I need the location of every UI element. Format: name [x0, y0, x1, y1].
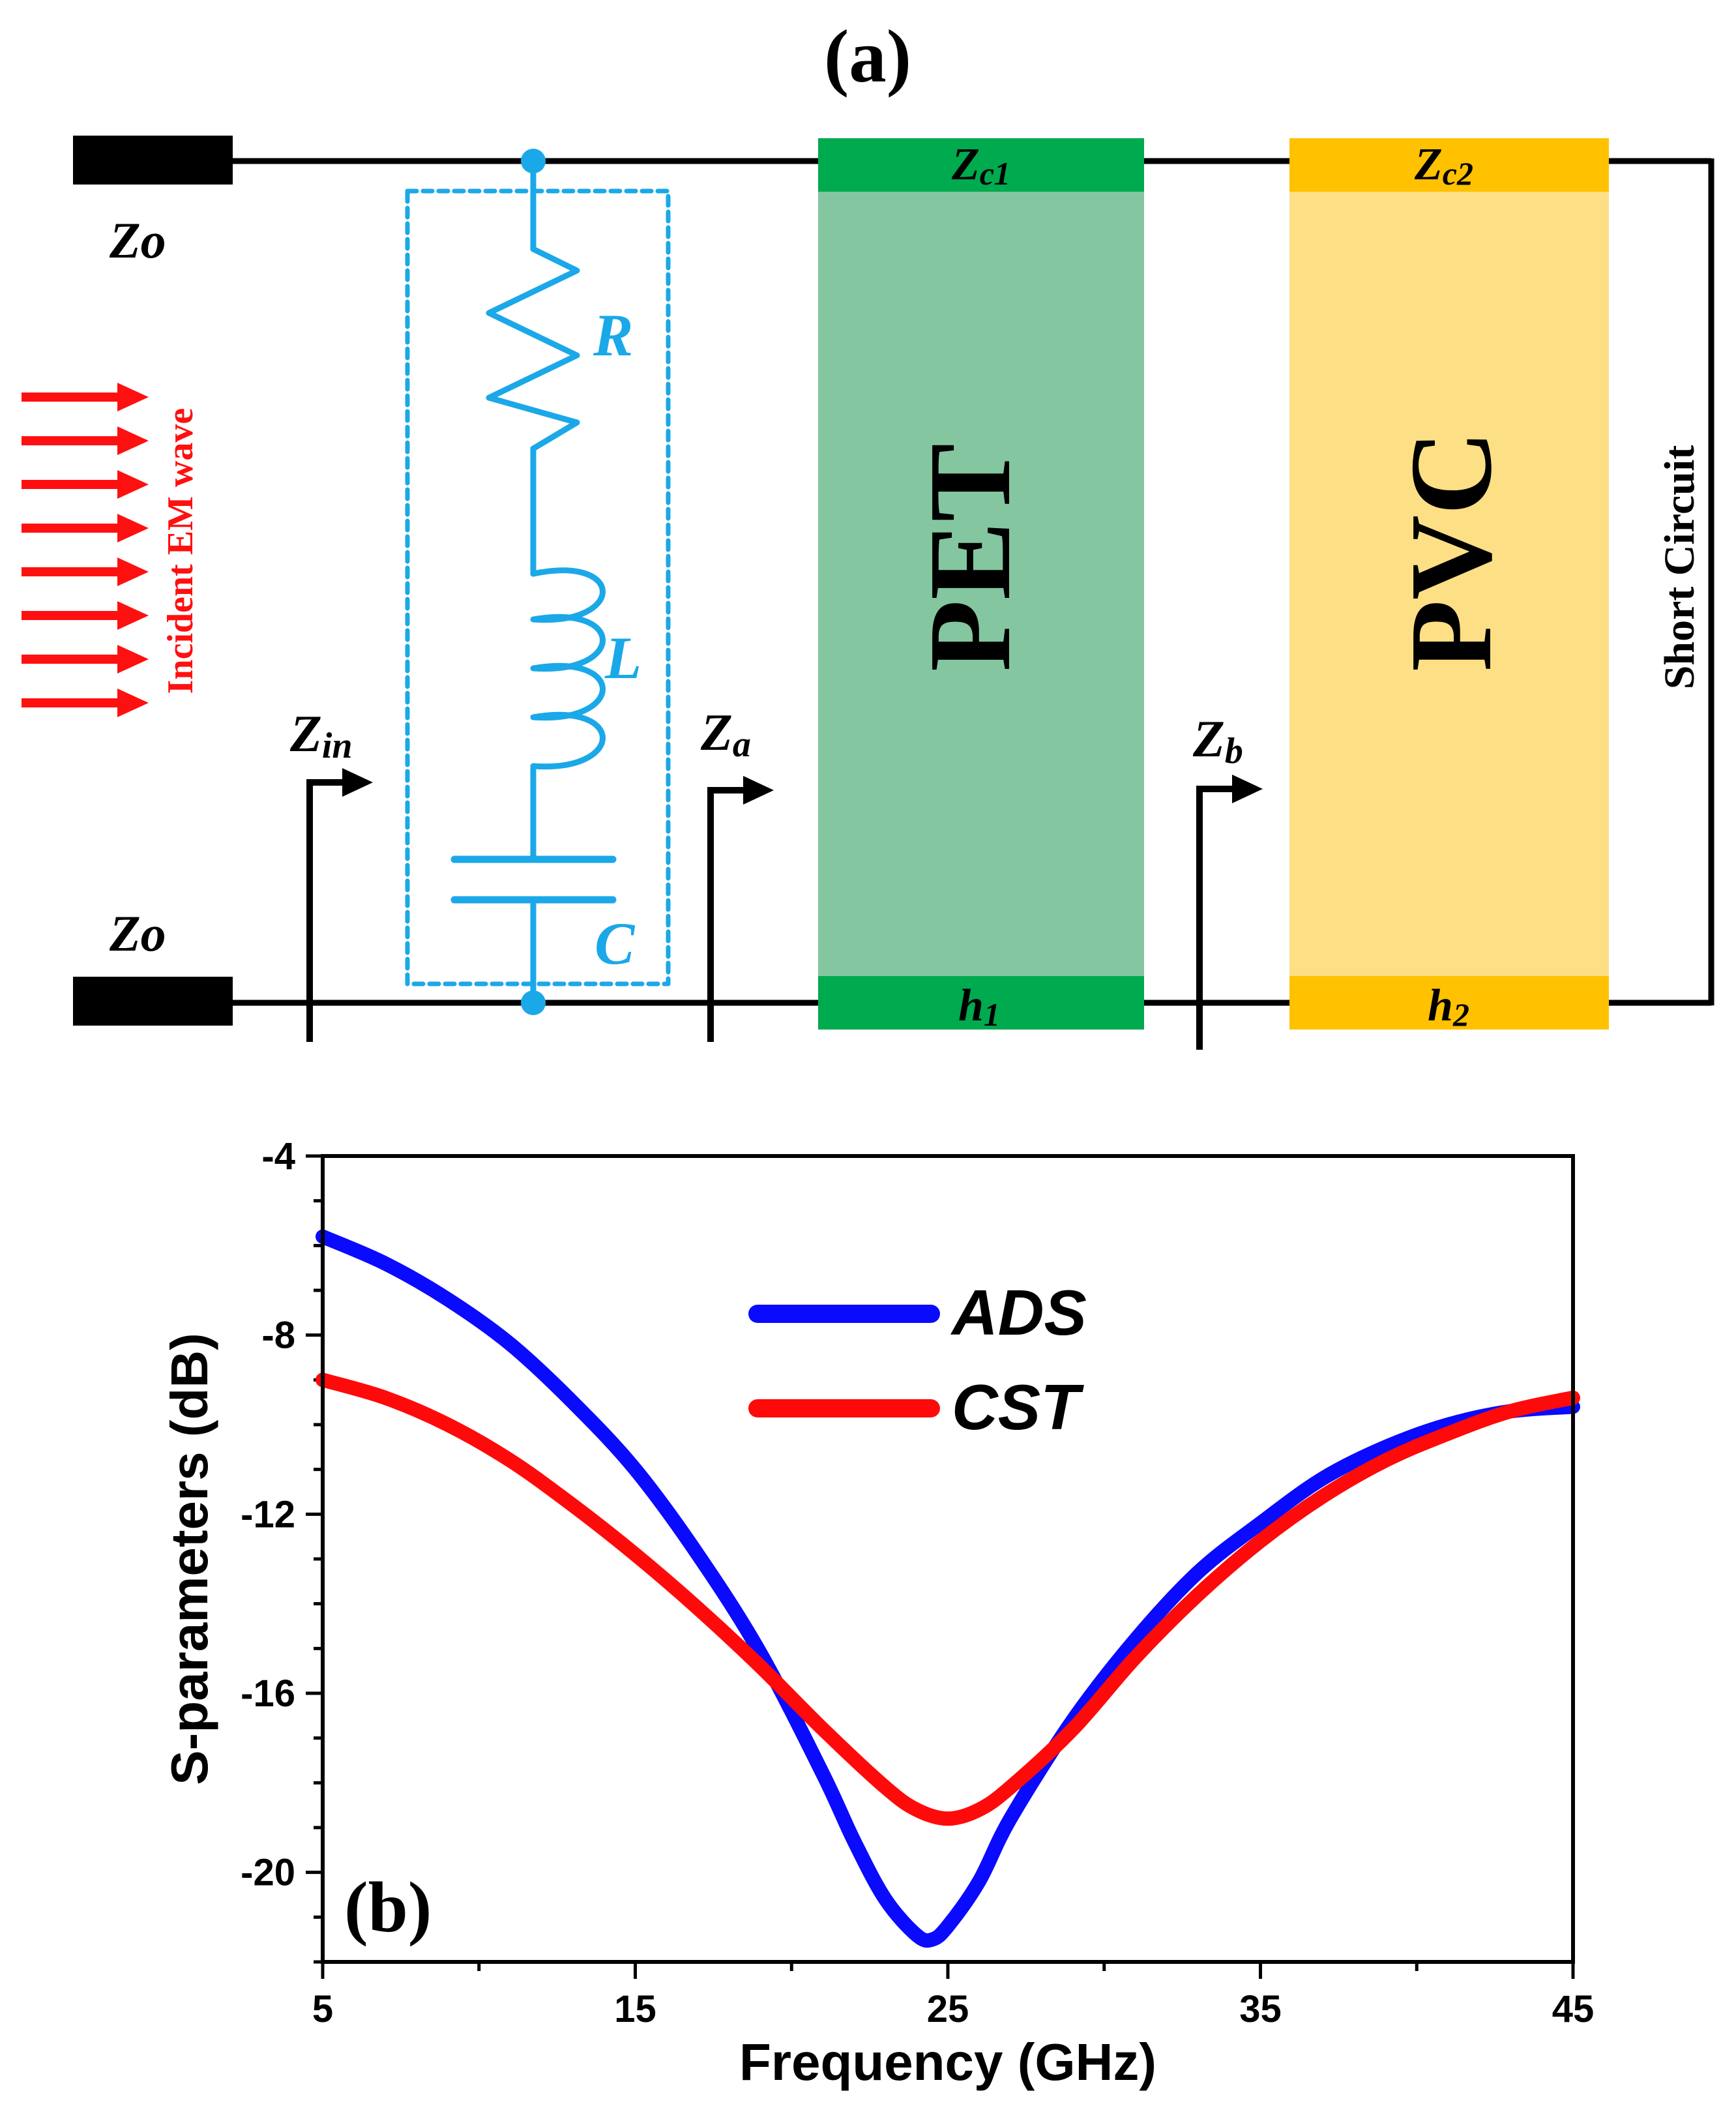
- y-tick-label: -20: [241, 1852, 295, 1894]
- port-bottom: [73, 977, 233, 1026]
- incident-wave-label: Incident EM wave: [160, 408, 201, 694]
- x-tick-label: 25: [927, 1988, 969, 2030]
- x-tick-label: 5: [312, 1988, 333, 2030]
- pvc-top-band: [1289, 138, 1609, 192]
- pvc-thickness-label: h2: [1428, 981, 1469, 1033]
- pvc-bottom-band: [1289, 976, 1609, 1030]
- pet-bottom-band: [818, 976, 1144, 1030]
- x-axis-title: Frequency (GHz): [739, 2033, 1156, 2091]
- port-bottom-label: Zo: [109, 905, 166, 962]
- plot-frame: [321, 1154, 1575, 1964]
- pvc-impedance-label: Zc2: [1414, 140, 1473, 192]
- pet-impedance-label: Zc1: [951, 140, 1010, 192]
- x-tick-label: 45: [1552, 1988, 1595, 2030]
- pvc-layer: PVC Zc2 h2: [1289, 138, 1609, 1033]
- pet-thickness-label: h1: [958, 981, 1000, 1033]
- inductor-label: L: [604, 625, 641, 691]
- y-tick-label: -8: [261, 1314, 295, 1357]
- resistor-symbol: [486, 246, 580, 452]
- pvc-label: PVC: [1386, 430, 1516, 672]
- short-circuit-label: Short Circuit: [1656, 445, 1703, 690]
- z-a-label: Za: [700, 704, 751, 765]
- impedance-arrows: [306, 779, 1235, 1050]
- pet-label: PET: [905, 443, 1035, 672]
- x-tick-label: 35: [1239, 1988, 1282, 2030]
- series-line-cst: [316, 1372, 1580, 1826]
- panel-b-chart: 5 15 25 35 45 -4 -8 -12 -16 -20 Frequency (GHz) S…: [160, 1135, 1594, 2091]
- panel-a-label: (a): [824, 15, 911, 98]
- panel-a-circuit: (a) Zo Zo Incident EM wave: [22, 15, 1714, 1050]
- y-axis-title: S-parameters (dB): [160, 1333, 218, 1785]
- chart-series: [316, 1229, 1580, 1948]
- incident-wave-arrows: [22, 383, 149, 717]
- port-top: [73, 136, 233, 185]
- port-top-label: Zo: [109, 212, 166, 269]
- y-tick-label: -12: [241, 1493, 295, 1535]
- pet-top-band: [818, 138, 1144, 192]
- legend: ADS CST: [748, 1277, 1087, 1443]
- panel-b-label: (b): [344, 1867, 432, 1947]
- pet-layer: PET Zc1 h1: [818, 138, 1144, 1033]
- legend-label-cst: CST: [952, 1371, 1084, 1443]
- chart-ticks: [306, 1154, 1575, 1979]
- inductor-symbol: [530, 567, 606, 770]
- node-bottom: [521, 990, 546, 1015]
- rlc-dashed-box: [405, 188, 671, 986]
- resistor-label: R: [593, 302, 633, 368]
- capacitor-label: C: [595, 910, 636, 977]
- node-top: [521, 149, 546, 173]
- y-tick-label: -16: [241, 1672, 295, 1715]
- chart-tick-labels: 5 15 25 35 45 -4 -8 -12 -16 -20: [241, 1135, 1594, 2030]
- series-line-ads: [316, 1229, 1580, 1948]
- x-tick-label: 15: [614, 1988, 656, 2030]
- rlc-branch: [405, 158, 671, 1006]
- y-tick-label: -4: [261, 1135, 295, 1178]
- legend-label-ads: ADS: [950, 1277, 1087, 1348]
- z-b-label: Zb: [1192, 711, 1243, 771]
- z-in-label: Zin: [289, 705, 353, 766]
